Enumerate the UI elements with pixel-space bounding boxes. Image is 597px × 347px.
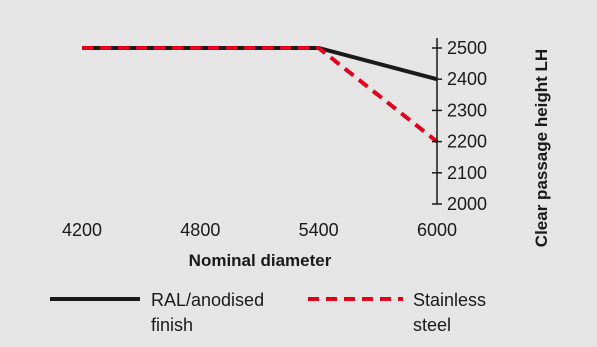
series-line-1 (82, 46, 439, 144)
y-tick-label: 2300 (447, 100, 487, 120)
x-tick-label: 5400 (299, 220, 339, 240)
x-tick-label: 6000 (417, 220, 457, 240)
y-tick-label: 2200 (447, 132, 487, 152)
y-tick-label: 2000 (447, 194, 487, 214)
x-tick-label: 4200 (62, 220, 102, 240)
legend-label-stainless: Stainless steel (413, 290, 491, 335)
y-axis: 2000 2100 2200 2300 2400 2500 (432, 38, 487, 214)
y-tick-label: 2400 (447, 69, 487, 89)
x-tick-label: 4800 (180, 220, 220, 240)
x-axis-title: Nominal diameter (189, 251, 332, 270)
y-axis-title: Clear passage height LH (532, 49, 551, 247)
legend-label-ral: RAL/anodised finish (151, 290, 269, 335)
y-tick-label: 2500 (447, 38, 487, 58)
legend: RAL/anodised finish Stainless steel (50, 290, 491, 335)
series-layer (82, 46, 439, 144)
x-axis: 4200 4800 5400 6000 (62, 220, 457, 240)
y-tick-label: 2100 (447, 163, 487, 183)
